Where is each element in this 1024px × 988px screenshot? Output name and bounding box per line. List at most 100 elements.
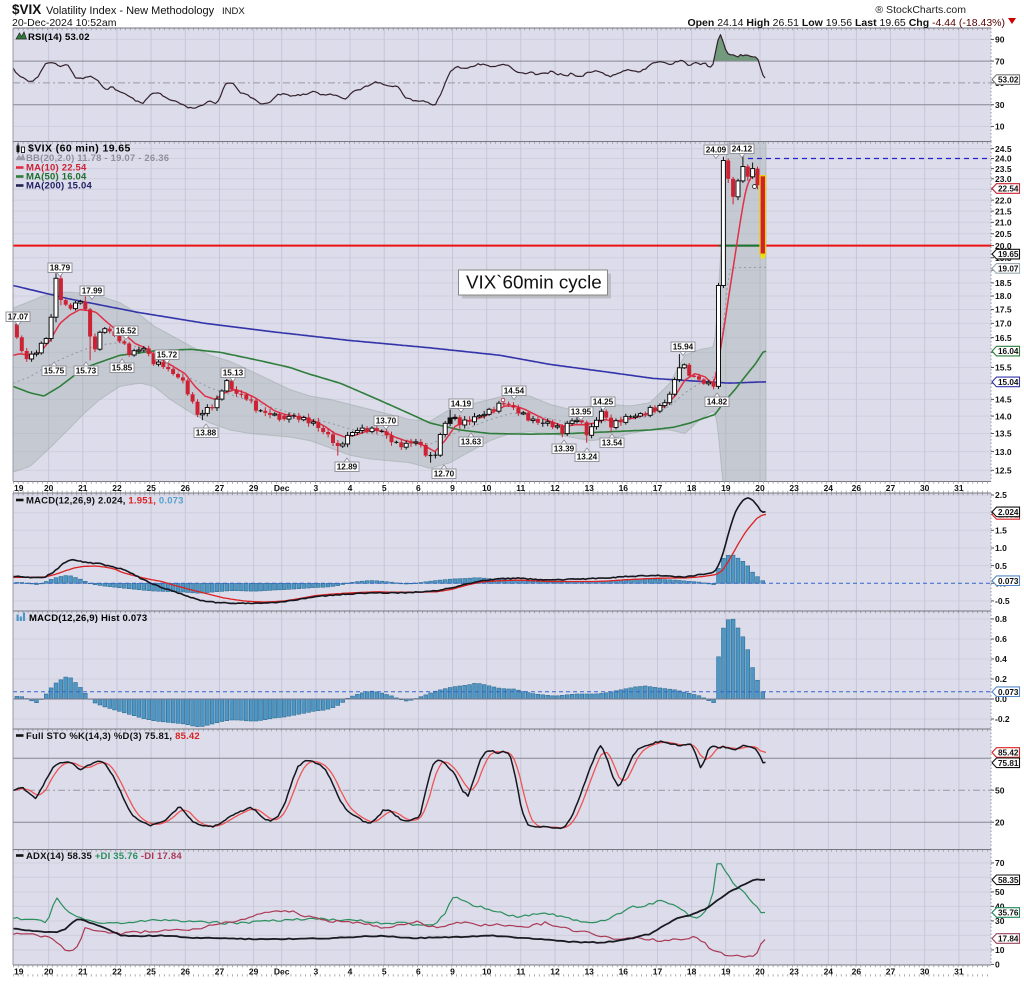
svg-text:23: 23 — [789, 483, 799, 493]
svg-text:18: 18 — [687, 483, 697, 493]
svg-text:RSI(14) 53.02: RSI(14) 53.02 — [28, 32, 90, 43]
svg-text:53.02: 53.02 — [998, 76, 1019, 85]
svg-text:14.54: 14.54 — [504, 387, 525, 396]
svg-text:20: 20 — [995, 817, 1005, 827]
svg-text:23.5: 23.5 — [995, 164, 1012, 174]
svg-text:14.19: 14.19 — [451, 400, 472, 409]
svg-text:21.0: 21.0 — [995, 218, 1012, 228]
svg-text:18: 18 — [687, 967, 697, 977]
svg-text:5: 5 — [382, 483, 387, 493]
svg-text:6: 6 — [416, 967, 421, 977]
svg-text:1.5: 1.5 — [995, 526, 1007, 536]
svg-text:24.12: 24.12 — [732, 145, 753, 154]
svg-text:VIX`60min cycle: VIX`60min cycle — [466, 272, 602, 293]
svg-text:14.5: 14.5 — [995, 395, 1012, 405]
svg-text:15.04: 15.04 — [998, 378, 1019, 387]
svg-text:26: 26 — [852, 967, 862, 977]
svg-text:30: 30 — [920, 483, 930, 493]
svg-text:50: 50 — [995, 786, 1005, 796]
svg-text:13.5: 13.5 — [995, 429, 1012, 439]
svg-text:21.5: 21.5 — [995, 206, 1012, 216]
svg-text:14.25: 14.25 — [593, 398, 614, 407]
svg-text:® StockCharts.com: ® StockCharts.com — [875, 4, 966, 16]
svg-text:70: 70 — [995, 56, 1005, 66]
svg-text:15.94: 15.94 — [673, 343, 694, 352]
svg-text:24: 24 — [824, 483, 834, 493]
svg-text:4: 4 — [348, 967, 353, 977]
svg-text:19.07: 19.07 — [998, 265, 1019, 274]
svg-text:0.6: 0.6 — [995, 634, 1007, 644]
svg-text:58.35: 58.35 — [998, 876, 1019, 885]
svg-text:17.84: 17.84 — [998, 935, 1019, 944]
svg-text:13.88: 13.88 — [196, 429, 217, 438]
svg-text:12: 12 — [550, 483, 560, 493]
svg-text:MA(10) 22.54: MA(10) 22.54 — [26, 163, 87, 174]
svg-text:27: 27 — [886, 483, 896, 493]
svg-text:24.0: 24.0 — [995, 154, 1012, 164]
svg-text:13.70: 13.70 — [376, 417, 397, 426]
svg-text:0.8: 0.8 — [995, 614, 1007, 624]
svg-text:13.95: 13.95 — [571, 408, 592, 417]
svg-text:1.0: 1.0 — [995, 543, 1007, 553]
svg-text:22: 22 — [112, 967, 122, 977]
svg-text:BB(20,2.0) 11.78 - 19.07 - 26.: BB(20,2.0) 11.78 - 19.07 - 26.36 — [26, 153, 169, 164]
svg-text:5: 5 — [382, 967, 387, 977]
svg-text:21: 21 — [78, 967, 88, 977]
svg-text:13.54: 13.54 — [602, 439, 623, 448]
svg-text:15.85: 15.85 — [112, 364, 133, 373]
svg-text:2.024: 2.024 — [998, 508, 1019, 517]
svg-text:29: 29 — [249, 967, 259, 977]
svg-text:10: 10 — [995, 945, 1005, 955]
svg-text:17: 17 — [653, 967, 663, 977]
svg-text:3: 3 — [314, 967, 319, 977]
svg-text:-0.2: -0.2 — [995, 714, 1010, 724]
svg-text:MA(200) 15.04: MA(200) 15.04 — [26, 181, 92, 192]
svg-text:15.72: 15.72 — [157, 351, 178, 360]
svg-text:Full STO %K(14,3) %D(3) 75.81,: Full STO %K(14,3) %D(3) 75.81, 85.42 — [26, 731, 200, 742]
svg-text:30: 30 — [995, 100, 1005, 110]
svg-text:MA(50) 16.04: MA(50) 16.04 — [26, 172, 87, 183]
svg-text:16: 16 — [619, 967, 629, 977]
svg-text:17.0: 17.0 — [995, 319, 1012, 329]
svg-text:11: 11 — [516, 483, 525, 493]
svg-text:30: 30 — [995, 916, 1005, 926]
svg-text:19: 19 — [14, 483, 24, 493]
svg-text:10: 10 — [482, 967, 492, 977]
svg-text:75.81: 75.81 — [998, 759, 1019, 768]
svg-text:Volatility Index - New Methodo: Volatility Index - New Methodology — [46, 5, 215, 17]
svg-text:16.04: 16.04 — [998, 347, 1019, 356]
svg-text:0.4: 0.4 — [995, 654, 1007, 664]
svg-text:30: 30 — [920, 967, 930, 977]
svg-text:0.073: 0.073 — [998, 688, 1019, 697]
svg-text:12.5: 12.5 — [995, 466, 1012, 476]
svg-text:10: 10 — [995, 122, 1005, 132]
svg-text:13.63: 13.63 — [461, 438, 482, 447]
svg-text:16: 16 — [619, 483, 629, 493]
svg-text:20.0: 20.0 — [995, 241, 1012, 251]
svg-text:15.5: 15.5 — [995, 363, 1012, 373]
svg-text:35.76: 35.76 — [998, 909, 1019, 918]
svg-text:12: 12 — [550, 967, 560, 977]
svg-text:16.5: 16.5 — [995, 333, 1012, 343]
svg-text:19: 19 — [721, 967, 731, 977]
svg-text:22.0: 22.0 — [995, 195, 1012, 205]
svg-text:20: 20 — [44, 483, 54, 493]
svg-text:26: 26 — [181, 483, 191, 493]
svg-text:20: 20 — [755, 967, 765, 977]
svg-text:23.0: 23.0 — [995, 174, 1012, 184]
svg-text:70: 70 — [995, 858, 1005, 868]
svg-text:14.0: 14.0 — [995, 411, 1012, 421]
svg-text:0.2: 0.2 — [995, 674, 1007, 684]
svg-text:9: 9 — [450, 967, 455, 977]
svg-text:MACD(12,26,9) Hist 0.073: MACD(12,26,9) Hist 0.073 — [29, 613, 147, 624]
svg-text:18.0: 18.0 — [995, 291, 1012, 301]
svg-text:ADX(14) 58.35 +DI 35.76 -DI 17: ADX(14) 58.35 +DI 35.76 -DI 17.84 — [26, 851, 182, 862]
svg-text:17: 17 — [653, 483, 663, 493]
svg-text:13: 13 — [584, 967, 594, 977]
svg-text:6: 6 — [416, 483, 421, 493]
svg-text:90: 90 — [995, 35, 1005, 45]
svg-text:MACD(12,26,9) 2.024, 1.951, 0.: MACD(12,26,9) 2.024, 1.951, 0.073 — [26, 496, 184, 507]
svg-text:Dec: Dec — [274, 967, 290, 977]
svg-text:13.0: 13.0 — [995, 447, 1012, 457]
svg-text:19.65: 19.65 — [998, 250, 1019, 259]
